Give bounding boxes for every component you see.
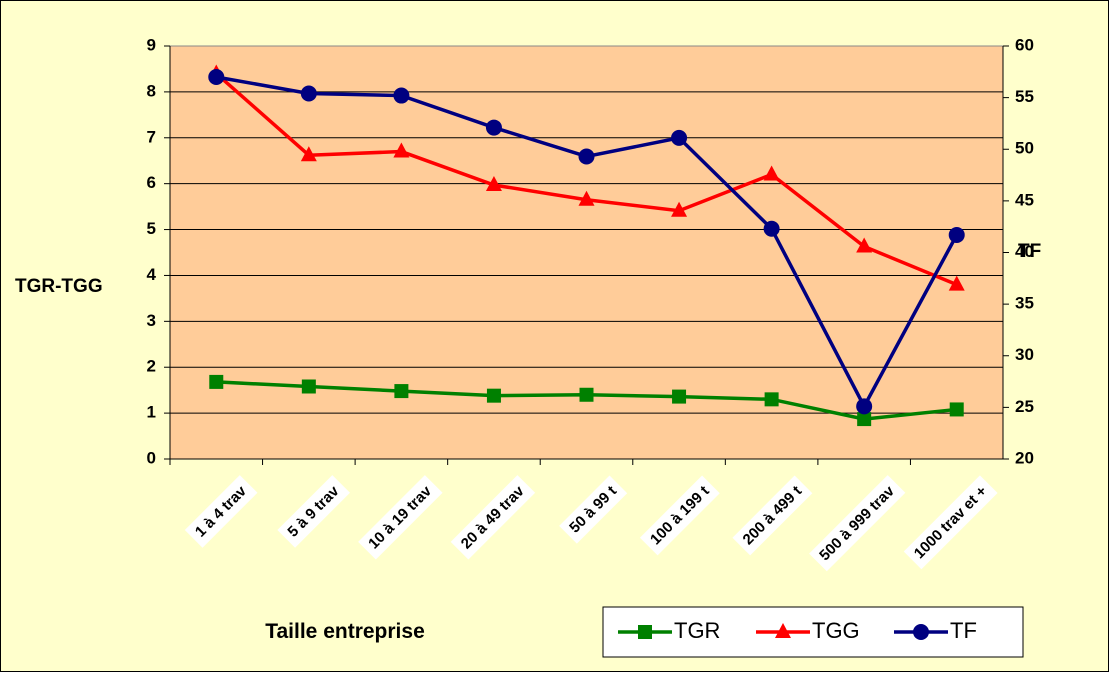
legend-label: TGG: [812, 618, 860, 643]
point: [857, 412, 872, 427]
point: [300, 85, 317, 102]
legend-box: [602, 606, 1024, 658]
point: [775, 623, 791, 638]
y-tick-label: 0: [147, 448, 156, 467]
x-tick-background: [277, 475, 351, 548]
point: [764, 392, 779, 407]
y-tick-label: 2: [147, 357, 156, 376]
point: [578, 190, 595, 206]
y2-tick-label: 45: [1015, 190, 1034, 209]
point: [579, 387, 594, 402]
point: [208, 68, 225, 85]
point: [393, 142, 410, 158]
y2-tick-label: 30: [1015, 345, 1034, 364]
y2-tick-label: 35: [1015, 294, 1034, 313]
y-tick-label: 8: [147, 81, 156, 100]
x-tick-background: [903, 475, 998, 570]
point: [393, 87, 410, 104]
y2-tick-label: 55: [1015, 87, 1034, 106]
point: [485, 176, 502, 192]
x-tick-background: [559, 475, 628, 544]
point: [209, 374, 224, 389]
y-axis-label: TGR-TGG: [15, 276, 103, 297]
x-tick-background: [809, 475, 906, 572]
y-tick-label: 1: [147, 403, 156, 422]
y2-tick-label: 50: [1015, 139, 1034, 158]
y-tick-label: 7: [147, 127, 156, 146]
point: [671, 201, 688, 217]
y2-tick-label: 25: [1015, 397, 1034, 416]
point: [763, 165, 780, 181]
point: [671, 129, 688, 146]
point: [949, 402, 964, 417]
legend-label: TGR: [674, 618, 720, 643]
legend-label: TF: [950, 618, 977, 643]
y-tick-label: 6: [147, 173, 156, 192]
point: [856, 237, 873, 253]
y-tick-label: 4: [147, 265, 157, 284]
point: [948, 226, 965, 243]
point: [578, 148, 595, 165]
point: [486, 388, 501, 403]
x-tick-background: [184, 475, 258, 548]
point: [300, 146, 317, 162]
point: [856, 398, 873, 415]
x-tick-background: [639, 475, 720, 556]
point: [672, 389, 687, 404]
point: [913, 624, 929, 640]
y2-tick-label: 60: [1015, 35, 1034, 54]
y-tick-label: 9: [147, 35, 156, 54]
x-tick-background: [358, 475, 443, 560]
y-tick-label: 3: [147, 311, 156, 330]
point: [638, 625, 652, 639]
y2-tick-label: 40: [1015, 242, 1034, 261]
point: [485, 119, 502, 136]
x-axis-label: Taille entreprise: [265, 620, 425, 643]
y2-axis-label: TF: [1018, 241, 1041, 262]
point: [301, 379, 316, 394]
x-tick-background: [732, 475, 813, 556]
point: [394, 384, 409, 399]
point: [763, 220, 780, 237]
y-tick-label: 5: [147, 219, 156, 238]
y2-tick-label: 20: [1015, 448, 1034, 467]
point: [948, 275, 965, 291]
x-tick-background: [450, 475, 536, 560]
